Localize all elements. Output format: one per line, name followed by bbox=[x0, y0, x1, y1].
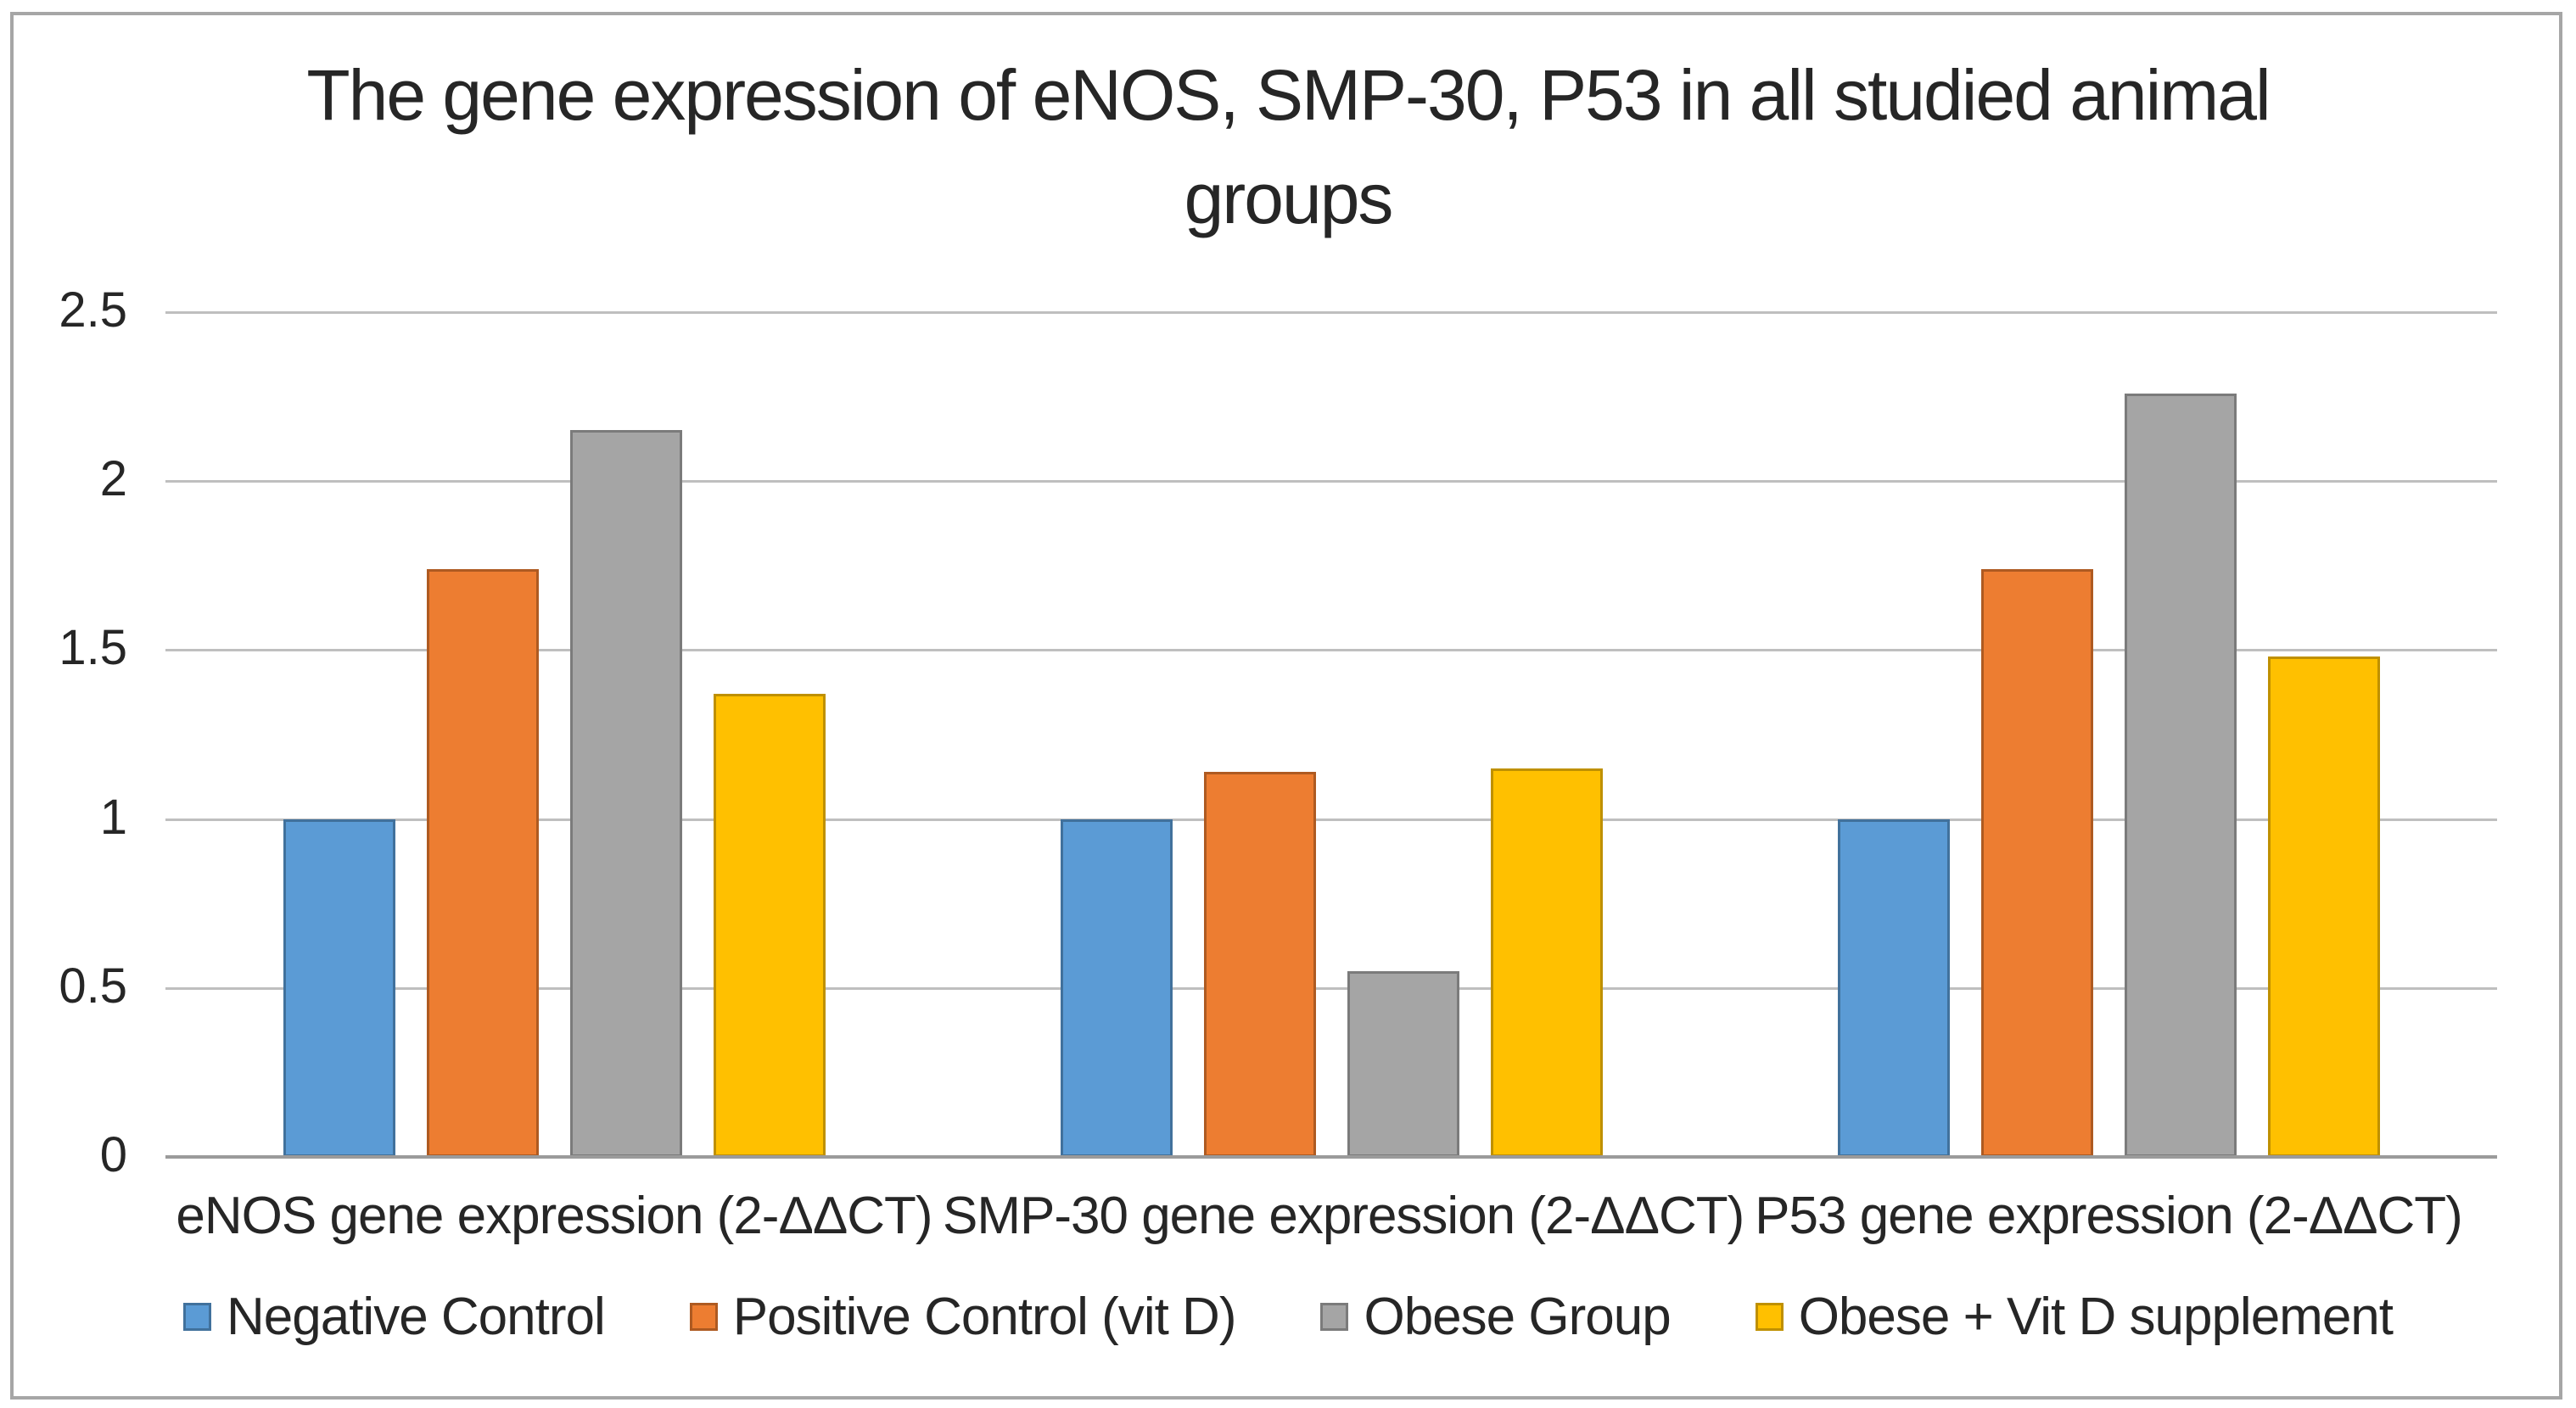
x-category-label-enos: eNOS gene expression (2-ΔΔCT) bbox=[176, 1187, 932, 1245]
legend-swatch-icon-obese-vit-d-supplement bbox=[1755, 1302, 1784, 1331]
bar-obese-vit-d-supplement-enos bbox=[714, 694, 826, 1157]
bar-positive-control-vit-d-p53 bbox=[1981, 569, 2093, 1157]
gridline-0.5 bbox=[165, 987, 2497, 990]
bar-negative-control-p53 bbox=[1838, 819, 1950, 1157]
x-category-label-p53: P53 gene expression (2-ΔΔCT) bbox=[1755, 1187, 2463, 1245]
bar-positive-control-vit-d-enos bbox=[427, 569, 539, 1157]
gridline-1 bbox=[165, 819, 2497, 821]
gridline-2 bbox=[165, 480, 2497, 483]
bar-negative-control-enos bbox=[283, 819, 395, 1157]
y-tick-label-1: 1 bbox=[99, 790, 127, 845]
x-category-label-smp-30: SMP-30 gene expression (2-ΔΔCT) bbox=[943, 1187, 1744, 1245]
legend-item-obese-group: Obese Group bbox=[1320, 1287, 1672, 1347]
gridline-1.5 bbox=[165, 649, 2497, 651]
legend-label-obese-group: Obese Group bbox=[1364, 1287, 1671, 1346]
legend-item-negative-control: Negative Control bbox=[182, 1287, 606, 1347]
bar-negative-control-smp-30 bbox=[1061, 819, 1173, 1157]
y-tick-label-2: 2 bbox=[99, 451, 127, 506]
y-tick-label-1.5: 1.5 bbox=[59, 620, 127, 675]
bar-obese-vit-d-supplement-smp-30 bbox=[1491, 768, 1603, 1157]
legend-label-negative-control: Negative Control bbox=[226, 1287, 606, 1346]
legend-swatch-icon-negative-control bbox=[182, 1302, 211, 1331]
legend-label-positive-control-vit-d: Positive Control (vit D) bbox=[732, 1287, 1237, 1346]
legend-label-obese-vit-d-supplement: Obese + Vit D supplement bbox=[1798, 1287, 2394, 1346]
legend: Negative Control Positive Control (vit D)… bbox=[0, 1282, 2576, 1350]
chart-title: The gene expression of eNOS, SMP-30, P53… bbox=[306, 55, 2271, 238]
legend-swatch-icon-obese-group bbox=[1320, 1302, 1349, 1331]
bar-obese-vit-d-supplement-p53 bbox=[2268, 657, 2380, 1157]
bar-obese-group-p53 bbox=[2125, 394, 2237, 1157]
legend-item-obese-vit-d-supplement: Obese + Vit D supplement bbox=[1755, 1287, 2394, 1347]
x-axis-line bbox=[165, 1155, 2497, 1159]
y-tick-label-0: 0 bbox=[99, 1127, 127, 1182]
y-tick-label-2.5: 2.5 bbox=[59, 282, 127, 338]
y-tick-label-0.5: 0.5 bbox=[59, 958, 127, 1014]
legend-item-positive-control-vit-d: Positive Control (vit D) bbox=[689, 1287, 1237, 1347]
bar-positive-control-vit-d-smp-30 bbox=[1204, 772, 1316, 1157]
gridline-2.5 bbox=[165, 311, 2497, 314]
bar-obese-group-enos bbox=[570, 430, 682, 1157]
bar-obese-group-smp-30 bbox=[1347, 971, 1459, 1157]
legend-swatch-icon-positive-control-vit-d bbox=[689, 1302, 718, 1331]
chart-border-frame bbox=[10, 12, 2562, 1400]
